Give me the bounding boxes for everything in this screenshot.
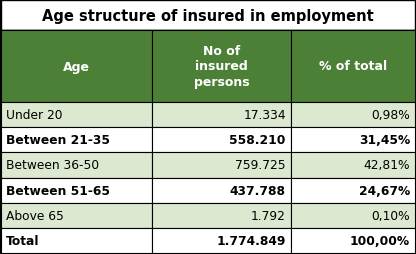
Bar [152,228,291,253]
Text: 1.792: 1.792 [251,209,286,222]
Text: 558.210: 558.210 [230,134,286,147]
Bar [1,1,415,31]
Bar [1,31,415,103]
Text: Between 21-35: Between 21-35 [6,134,110,147]
Text: Total: Total [6,234,40,247]
Text: Between 36-50: Between 36-50 [6,159,99,172]
Text: Under 20: Under 20 [6,109,62,122]
Text: Age: Age [63,60,90,73]
Bar [291,103,415,128]
Bar [291,31,415,103]
Text: 0,10%: 0,10% [371,209,410,222]
Bar [152,31,291,103]
Bar [291,178,415,203]
Text: 17.334: 17.334 [243,109,286,122]
Text: Above 65: Above 65 [6,209,64,222]
Bar [1,178,152,203]
Bar [1,31,152,103]
Bar [291,153,415,178]
Bar [1,103,152,128]
Text: Between 51-65: Between 51-65 [6,184,110,197]
Bar [1,153,152,178]
Bar [152,153,291,178]
Bar [1,228,152,253]
Text: 42,81%: 42,81% [364,159,410,172]
Text: 100,00%: 100,00% [350,234,410,247]
Bar [291,128,415,153]
Text: % of total: % of total [319,60,387,73]
Text: Age structure of insured in employment: Age structure of insured in employment [42,8,374,23]
Bar [1,203,152,228]
Text: 0,98%: 0,98% [371,109,410,122]
Text: 24,67%: 24,67% [359,184,410,197]
Bar [152,203,291,228]
Bar [291,203,415,228]
Text: 759.725: 759.725 [235,159,286,172]
Bar [152,178,291,203]
Bar [152,128,291,153]
Text: 437.788: 437.788 [230,184,286,197]
Bar [291,228,415,253]
Text: No of
insured
persons: No of insured persons [193,45,249,89]
Bar [152,103,291,128]
Bar [1,128,152,153]
Text: 1.774.849: 1.774.849 [216,234,286,247]
Text: 31,45%: 31,45% [359,134,410,147]
